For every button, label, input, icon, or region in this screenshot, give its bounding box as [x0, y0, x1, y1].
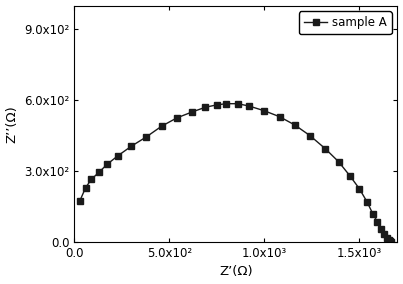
sample A — [174, 116, 179, 120]
sample A — [386, 238, 391, 241]
sample A — [89, 178, 94, 181]
sample A — [365, 200, 370, 204]
sample A — [105, 162, 110, 166]
sample A — [347, 174, 352, 178]
sample A — [379, 227, 384, 231]
sample A — [144, 135, 149, 139]
sample A — [190, 110, 195, 114]
sample A — [247, 104, 251, 108]
sample A — [389, 240, 394, 243]
Y-axis label: Z’’(Ω): Z’’(Ω) — [6, 105, 19, 143]
sample A — [370, 212, 375, 215]
Line: sample A: sample A — [77, 100, 395, 245]
Legend: sample A: sample A — [299, 11, 392, 34]
sample A — [235, 102, 240, 105]
sample A — [357, 187, 362, 191]
sample A — [388, 239, 393, 243]
sample A — [307, 134, 312, 137]
sample A — [203, 106, 208, 109]
X-axis label: Z’(Ω): Z’(Ω) — [219, 266, 253, 278]
sample A — [159, 124, 164, 128]
sample A — [336, 160, 341, 163]
sample A — [77, 199, 82, 202]
sample A — [214, 103, 219, 106]
sample A — [277, 115, 282, 118]
sample A — [292, 123, 297, 127]
sample A — [323, 147, 328, 150]
sample A — [83, 186, 88, 189]
sample A — [384, 236, 389, 239]
sample A — [262, 109, 267, 112]
sample A — [375, 220, 380, 224]
sample A — [224, 102, 229, 105]
sample A — [382, 232, 386, 235]
sample A — [97, 171, 102, 174]
sample A — [129, 145, 134, 148]
sample A — [116, 154, 120, 157]
